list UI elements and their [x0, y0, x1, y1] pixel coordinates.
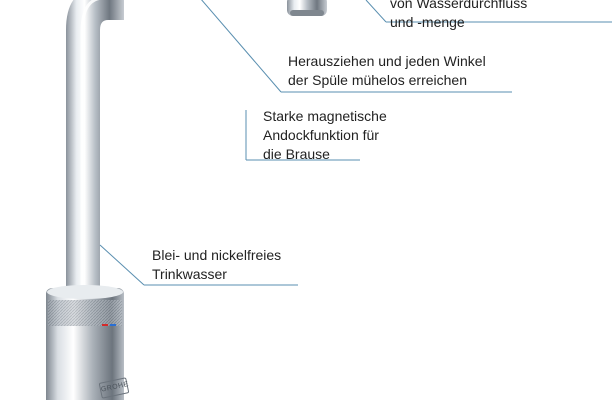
callout-lead-line2: Trinkwasser: [152, 266, 227, 282]
callout-pull-line1: Herausziehen und jeden Winkel: [288, 53, 486, 69]
callout-lead-free: Blei- und nickelfreies Trinkwasser: [152, 246, 281, 284]
hot-indicator: [102, 324, 108, 326]
leader-line-flow: [365, 0, 387, 23]
callout-magnet-line3: die Brause: [263, 146, 330, 162]
callout-flow-line2: und -menge: [390, 14, 465, 30]
cold-indicator: [110, 324, 116, 326]
callout-magnetic-dock: Starke magnetische Andockfunktion für di…: [263, 107, 387, 164]
callout-magnet-line2: Andockfunktion für: [263, 127, 379, 143]
spout-arc: [66, 0, 124, 300]
leader-line-lead: [99, 244, 145, 286]
callout-flow-line1: von Wasserdurchfluss: [390, 0, 528, 11]
leader-line-pull: [201, 0, 282, 93]
callout-flow: von Wasserdurchfluss und -menge: [390, 0, 527, 32]
callout-magnet-line1: Starke magnetische: [263, 108, 387, 124]
callout-pull-line2: der Spüle mühelos erreichen: [288, 72, 467, 88]
callout-pull-out: Herausziehen und jeden Winkel der Spüle …: [288, 52, 486, 90]
callout-lead-line1: Blei- und nickelfreies: [152, 247, 282, 263]
